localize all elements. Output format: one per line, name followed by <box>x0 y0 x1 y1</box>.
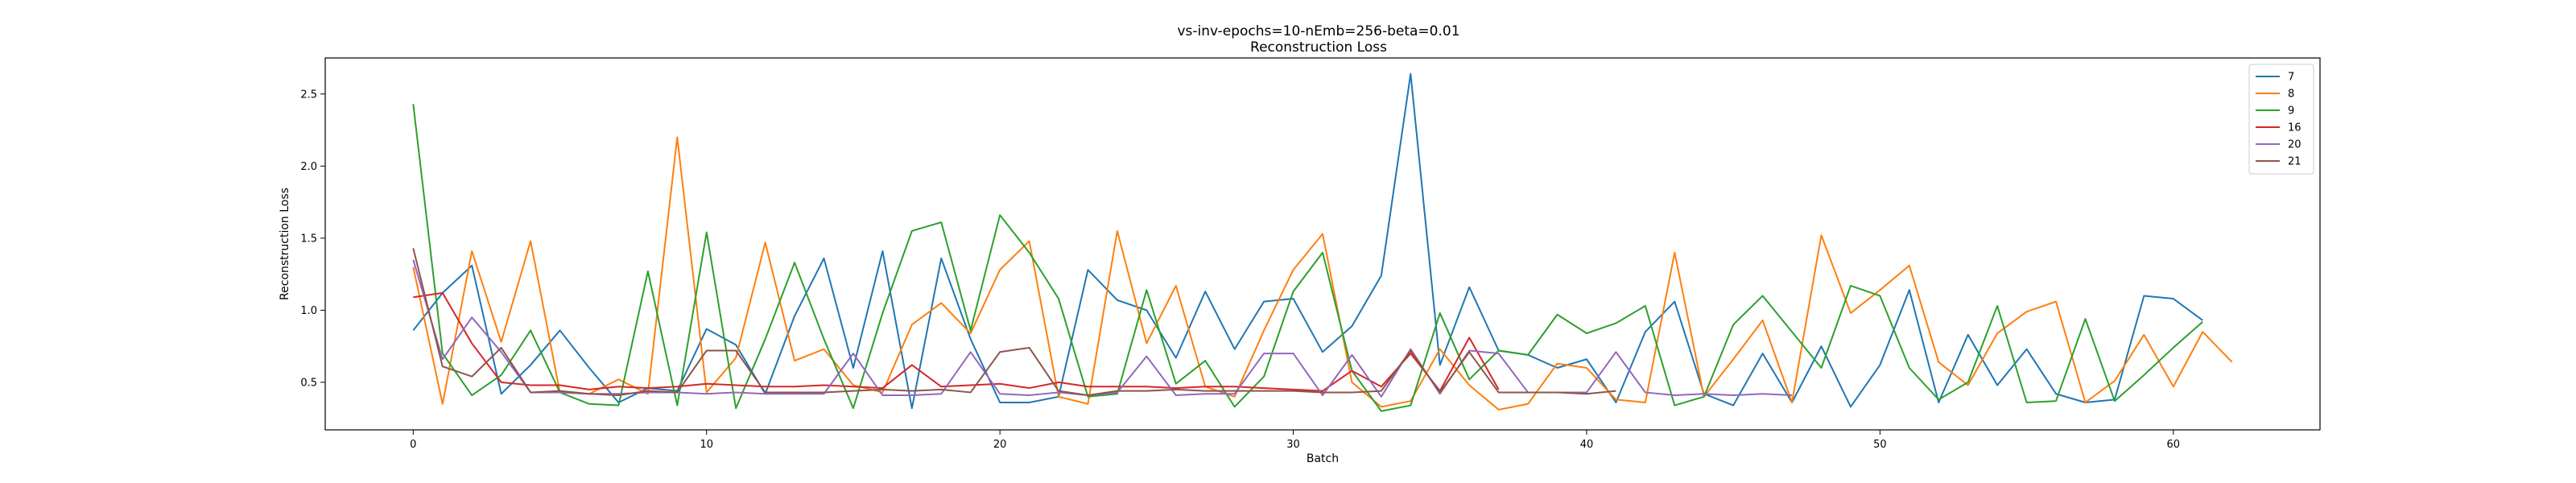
legend-label-20: 20 <box>2288 139 2301 151</box>
legend-label-7: 7 <box>2288 72 2294 84</box>
legend-label-21: 21 <box>2288 156 2301 168</box>
x-tick-label: 50 <box>1873 439 1887 451</box>
y-tick-label: 1.5 <box>300 233 317 245</box>
x-tick-label: 10 <box>700 439 713 451</box>
y-tick-label: 2.0 <box>300 161 317 173</box>
legend-label-16: 16 <box>2288 122 2301 134</box>
y-axis-ticks: 0.5 1.0 1.5 2.0 2.5 <box>300 89 325 389</box>
series-line-20 <box>412 259 1793 398</box>
chart-title: vs-inv-epochs=10-nEmb=256-beta=0.01 <box>1177 23 1459 39</box>
series-line-21 <box>412 248 1616 397</box>
x-tick-label: 30 <box>1286 439 1300 451</box>
chart-subtitle: Reconstruction Loss <box>1250 39 1387 56</box>
y-axis-label: Reconstruction Loss <box>279 188 291 300</box>
x-axis-ticks: 0 10 20 30 40 50 60 <box>410 430 2180 451</box>
x-tick-label: 0 <box>410 439 416 451</box>
legend-box <box>2248 64 2314 175</box>
x-tick-label: 40 <box>1580 439 1594 451</box>
legend-label-9: 9 <box>2288 105 2294 118</box>
y-tick-label: 1.0 <box>300 305 317 317</box>
x-tick-label: 60 <box>2167 439 2181 451</box>
series-line-7 <box>412 72 2203 410</box>
x-tick-label: 20 <box>993 439 1007 451</box>
plot-area <box>412 72 2233 412</box>
legend: 7 8 9 16 20 21 <box>2248 64 2314 175</box>
series-line-16 <box>413 291 1500 392</box>
series-line-9 <box>412 104 2203 412</box>
y-tick-label: 2.5 <box>300 89 317 101</box>
series-line-8 <box>412 136 2233 411</box>
axes-frame <box>324 57 2321 431</box>
legend-label-8: 8 <box>2288 89 2294 101</box>
y-tick-label: 0.5 <box>300 377 317 389</box>
x-axis-label: Batch <box>1307 452 1339 465</box>
